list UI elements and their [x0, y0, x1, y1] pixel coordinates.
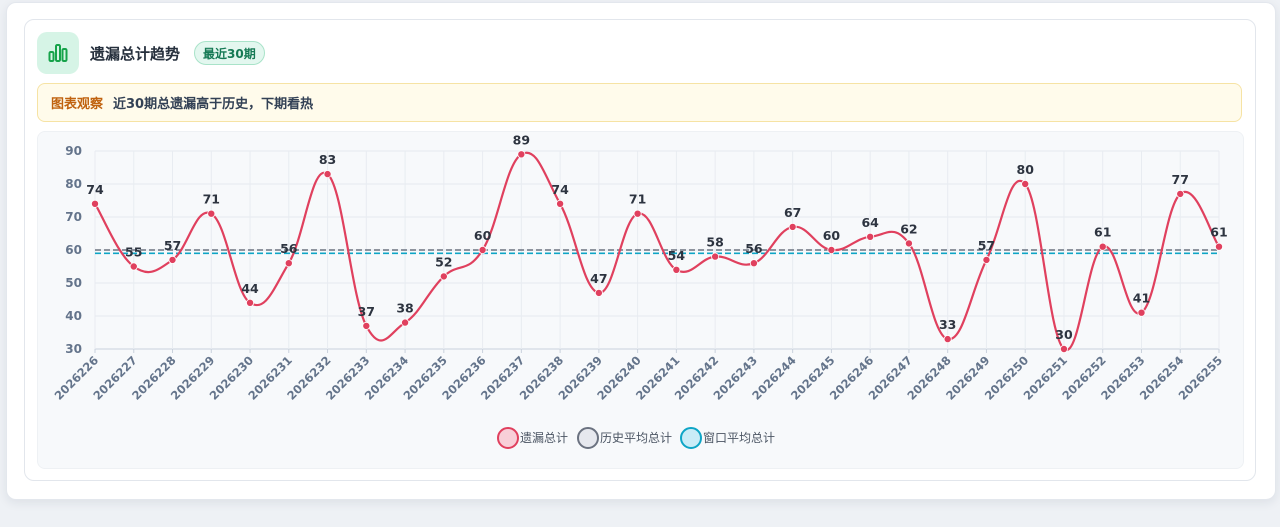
data-point	[556, 199, 565, 208]
data-point	[401, 318, 410, 327]
data-label: 62	[900, 221, 917, 236]
chart-title: 遗漏总计趋势	[90, 45, 181, 63]
data-point	[207, 209, 216, 218]
data-point	[788, 222, 797, 231]
data-label: 61	[1210, 225, 1227, 240]
legend-swatch	[680, 427, 702, 449]
data-label: 41	[1133, 291, 1150, 306]
data-label: 58	[706, 235, 723, 250]
data-point	[478, 245, 487, 254]
data-point	[594, 288, 603, 297]
data-label: 64	[861, 215, 879, 230]
data-point	[827, 245, 836, 254]
data-label: 56	[745, 241, 763, 256]
y-tick-label: 30	[65, 342, 82, 356]
data-point	[1137, 308, 1146, 317]
period-badge: 最近30期	[194, 41, 265, 65]
data-label: 77	[1172, 172, 1189, 187]
legend-swatch	[497, 427, 519, 449]
data-label: 54	[668, 248, 686, 263]
data-label: 60	[823, 228, 841, 243]
data-point	[672, 265, 681, 274]
legend-window-average: 窗口平均总计	[680, 427, 775, 449]
data-point	[439, 272, 448, 281]
data-label: 61	[1094, 225, 1111, 240]
data-label: 74	[551, 182, 569, 197]
y-tick-label: 70	[65, 210, 82, 224]
data-point	[129, 262, 138, 271]
data-point	[633, 209, 642, 218]
data-label: 44	[241, 281, 259, 296]
legend-label: 遗漏总计	[520, 431, 568, 445]
data-point	[1176, 189, 1185, 198]
data-label: 74	[86, 182, 104, 197]
data-point	[943, 335, 952, 344]
chart-area	[37, 131, 1244, 469]
data-label: 71	[203, 192, 220, 207]
data-point	[168, 255, 177, 264]
data-point	[284, 259, 293, 268]
legend-omission-total: 遗漏总计	[497, 427, 568, 449]
data-point	[246, 298, 255, 307]
data-point	[362, 321, 371, 330]
observation-tag: 图表观察	[51, 97, 104, 112]
data-point	[323, 170, 332, 179]
data-label: 89	[513, 132, 530, 147]
data-point	[1215, 242, 1224, 251]
data-point	[1098, 242, 1107, 251]
data-label: 47	[590, 271, 607, 286]
observation-text: 近30期总遗漏高于历史，下期看热	[113, 97, 314, 112]
legend-history-average: 历史平均总计	[577, 427, 672, 449]
data-point	[982, 255, 991, 264]
data-label: 83	[319, 152, 336, 167]
y-tick-label: 40	[65, 309, 82, 323]
data-label: 57	[978, 238, 995, 253]
legend-label: 历史平均总计	[600, 431, 672, 445]
legend-swatch	[577, 427, 599, 449]
data-label: 67	[784, 205, 801, 220]
data-label: 80	[1017, 162, 1035, 177]
data-label: 38	[396, 301, 413, 316]
omission-total-line	[94, 151, 1220, 351]
data-label: 30	[1055, 327, 1073, 342]
data-label: 37	[358, 304, 375, 319]
data-point	[517, 150, 526, 159]
data-label: 56	[280, 241, 298, 256]
data-label: 55	[125, 245, 142, 260]
data-point	[1021, 179, 1030, 188]
data-point	[91, 199, 100, 208]
data-point	[1059, 344, 1068, 353]
data-point	[866, 232, 875, 241]
y-tick-label: 90	[65, 144, 82, 158]
data-label: 60	[474, 228, 492, 243]
data-label: 52	[435, 254, 452, 269]
y-tick-label: 60	[65, 243, 82, 257]
data-label: 57	[164, 238, 181, 253]
y-tick-label: 80	[65, 177, 82, 191]
data-point	[711, 252, 720, 261]
y-tick-label: 50	[65, 276, 82, 290]
legend-label: 窗口平均总计	[703, 431, 775, 445]
observation-banner: 图表观察 近30期总遗漏高于历史，下期看热	[37, 83, 1242, 122]
data-point	[749, 259, 758, 268]
bar-chart-icon	[37, 32, 79, 74]
data-point	[904, 239, 913, 248]
data-label: 71	[629, 192, 646, 207]
data-label: 33	[939, 317, 956, 332]
